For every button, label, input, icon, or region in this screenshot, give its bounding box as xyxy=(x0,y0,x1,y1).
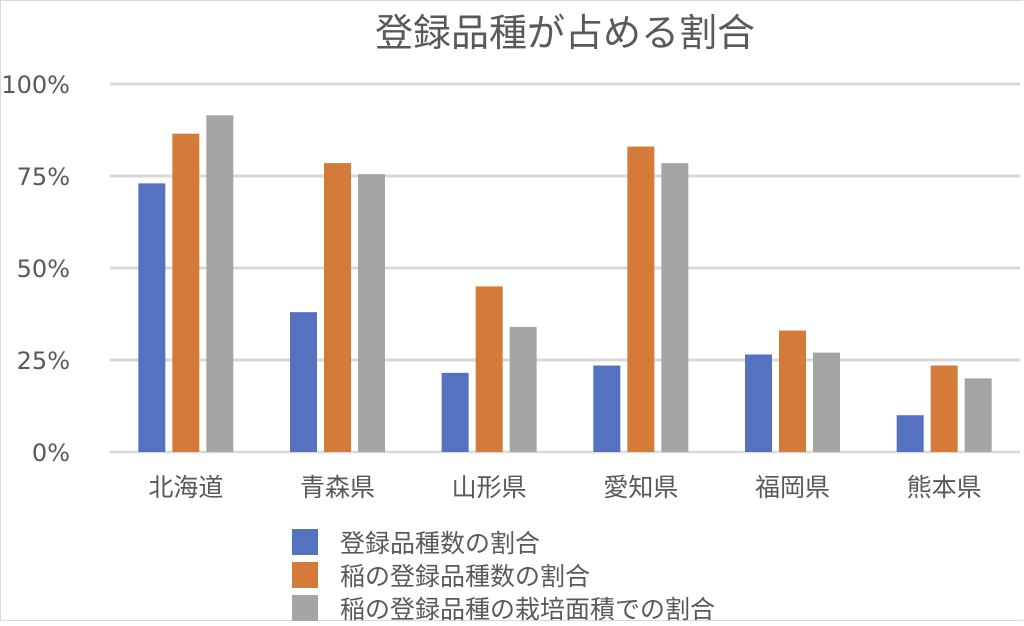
bar xyxy=(324,163,351,452)
x-tick-label: 北海道 xyxy=(148,473,223,502)
y-tick-label: 75% xyxy=(17,163,70,191)
bar xyxy=(206,115,234,452)
x-tick-label: 山形県 xyxy=(452,473,527,502)
x-tick-label: 福岡県 xyxy=(755,473,830,502)
legend-item: 登録品種数の割合 xyxy=(292,525,715,558)
y-tick-label: 100% xyxy=(1,71,70,99)
x-tick-label: 熊本県 xyxy=(907,473,982,502)
bar xyxy=(627,146,655,452)
legend-label: 稲の登録品種の栽培面積での割合 xyxy=(340,594,716,624)
legend-label: 稲の登録品種数の割合 xyxy=(340,561,591,591)
bar xyxy=(138,183,166,453)
legend-swatch xyxy=(292,528,318,555)
legend-swatch xyxy=(292,594,318,621)
bar xyxy=(813,352,840,452)
bar xyxy=(779,330,806,452)
legend-label: 登録品種数の割合 xyxy=(340,528,541,558)
bar xyxy=(290,312,317,452)
legend-item: 稲の登録品種数の割合 xyxy=(292,558,715,591)
y-tick-label: 0% xyxy=(32,439,70,467)
bar xyxy=(964,378,992,452)
bar xyxy=(593,365,621,452)
x-tick-label: 愛知県 xyxy=(603,473,678,502)
bar xyxy=(745,354,772,452)
bar xyxy=(896,415,924,452)
bar xyxy=(661,163,689,452)
bar xyxy=(509,326,537,452)
bar xyxy=(930,365,958,452)
bar xyxy=(172,133,200,452)
y-tick-label: 50% xyxy=(17,255,70,283)
bar xyxy=(358,174,385,452)
legend-swatch xyxy=(292,561,318,588)
bar xyxy=(475,286,503,452)
bar xyxy=(441,372,469,452)
legend-item: 稲の登録品種の栽培面積での割合 xyxy=(292,591,715,624)
chart-title: 登録品種が占める割合 xyxy=(374,11,755,55)
x-tick-label: 青森県 xyxy=(300,473,375,502)
legend: 登録品種数の割合 稲の登録品種数の割合 稲の登録品種の栽培面積での割合 xyxy=(292,525,715,624)
y-tick-label: 25% xyxy=(17,347,70,375)
